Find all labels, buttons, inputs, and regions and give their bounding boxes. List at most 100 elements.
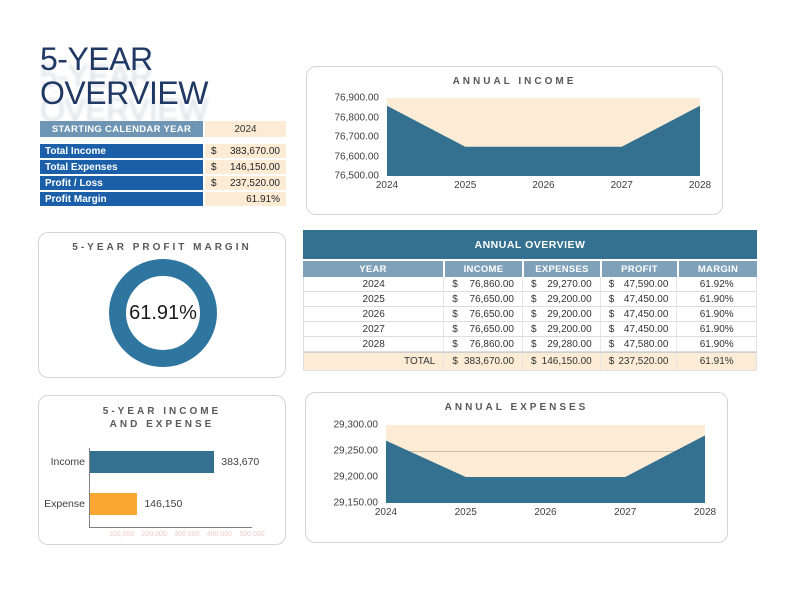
- year-cell: 2027: [362, 323, 385, 335]
- y-axis-tick-label: 29,300.00: [333, 419, 379, 431]
- income-expense-title-line2: AND EXPENSE: [109, 419, 215, 430]
- page-title-line2: OVERVIEW: [40, 75, 208, 111]
- annual-overview-header-row: YEAR INCOME EXPENSES PROFIT MARGIN: [303, 261, 757, 277]
- money-cell: $76,860.00: [443, 277, 522, 291]
- money-cell: $76,860.00: [443, 337, 522, 351]
- bar-value-label: 146,150: [144, 498, 183, 510]
- annual-expenses-chart: 29,300.00 29,250.00 29,200.00 29,150.00 202…: [306, 393, 727, 542]
- income-bar: [90, 451, 215, 473]
- money-cell: $47,450.00: [599, 322, 677, 336]
- summary-row: Total Income $383,670.00: [40, 144, 286, 158]
- margin-cell: 61.91%: [676, 353, 756, 370]
- profit-margin-value: 61.91%: [129, 301, 197, 324]
- table-row: 2028 $76,860.00 $29,280.00 $47,580.00 61.90%: [304, 337, 756, 352]
- money-cell: $29,200.00: [521, 307, 600, 321]
- currency-symbol: $: [530, 278, 537, 290]
- x-axis: 2024 2025 2026 2027 2028: [375, 507, 716, 521]
- annual-income-title: ANNUAL INCOME: [452, 76, 577, 87]
- amount: 383,670.00: [463, 356, 515, 367]
- x-axis-tick-label: 2028: [688, 180, 712, 191]
- money-cell: $76,650.00: [443, 307, 522, 321]
- total-label: TOTAL: [404, 356, 436, 367]
- amount: 29,280.00: [547, 338, 592, 350]
- currency-symbol: $: [608, 356, 615, 367]
- page-title-line1: 5-YEAR: [40, 41, 153, 77]
- amount: 47,590.00: [623, 278, 669, 290]
- y-axis-tick-label: 29,250.00: [333, 445, 379, 457]
- summary-row: Profit Margin 61.91%: [40, 192, 286, 206]
- plot-area: [387, 98, 700, 176]
- margin-cell: 61.90%: [676, 322, 756, 336]
- expense-bar: [90, 493, 138, 515]
- bar-axis-tick-label: 200,000: [141, 531, 167, 538]
- amount: 47,450.00: [623, 323, 669, 335]
- currency-symbol: $: [530, 308, 537, 320]
- x-axis-tick-label: 2027: [614, 507, 637, 518]
- currency-symbol: $: [452, 308, 458, 320]
- amount: 29,200.00: [547, 323, 592, 335]
- x-axis-tick-label: 2028: [693, 507, 717, 518]
- bar-axis-tick-label: 300,000: [174, 531, 200, 538]
- table-row: 2026 $76,650.00 $29,200.00 $47,450.00 61.90%: [304, 307, 756, 322]
- x-axis-tick-label: 2026: [534, 507, 557, 518]
- y-axis: 76,900.00 76,800.00 76,700.00 76,600.00 76,5…: [307, 93, 383, 182]
- x-axis-tick-label: 2024: [374, 507, 398, 518]
- year-cell: 2026: [362, 308, 385, 320]
- x-axis-tick-label: 2027: [610, 180, 633, 191]
- money-cell: $29,280.00: [521, 337, 600, 351]
- bar-chart-y-axis-line: [89, 448, 90, 527]
- currency-symbol: $: [211, 145, 217, 157]
- summary-row-amount: 61.91%: [246, 193, 280, 205]
- summary-header-row: STARTING CALENDAR YEAR 2024: [40, 121, 286, 137]
- starting-year-cell[interactable]: 2024: [205, 121, 286, 137]
- y-axis-tick-label: 76,800.00: [334, 112, 380, 123]
- income-expense-card: 5-YEAR INCOME AND EXPENSE Income 383,670 E…: [38, 395, 286, 545]
- table-row: 2025 $76,650.00 $29,200.00 $47,450.00 61.90%: [304, 292, 756, 307]
- bar-axis-tick-label: 400,000: [206, 531, 233, 538]
- y-axis-tick-label: 76,700.00: [334, 131, 380, 143]
- annual-overview-body: 2024 $76,860.00 $29,270.00 $47,590.00 61.92%…: [303, 277, 757, 371]
- amount: 29,200.00: [547, 308, 592, 320]
- money-cell: $383,670.00: [443, 353, 522, 370]
- amount: 76,650.00: [469, 323, 514, 335]
- area-series-svg: [387, 105, 700, 176]
- currency-symbol: $: [452, 323, 458, 335]
- currency-symbol: $: [608, 338, 615, 350]
- income-expense-title: 5-YEAR INCOME AND EXPENSE: [39, 405, 285, 431]
- annual-income-chart: 76,900.00 76,800.00 76,700.00 76,600.00 76,5…: [307, 67, 722, 214]
- plot-area: [386, 425, 705, 503]
- annual-overview-table: ANNUAL OVERVIEW YEAR INCOME EXPENSES PROFIT…: [303, 230, 757, 371]
- annual-income-card: ANNUAL INCOME 76,900.00 76,800.00 76,700.0…: [306, 66, 723, 215]
- expenses-area-series: [386, 435, 705, 503]
- money-cell: $146,150.00: [522, 353, 600, 370]
- page-title: 5-YEAR OVERVIEW: [40, 42, 208, 110]
- bar-row: Expense 146,150: [43, 493, 281, 515]
- bar-category-label: Expense: [44, 498, 85, 510]
- currency-symbol: $: [531, 356, 537, 367]
- table-row: 2024 $76,860.00 $29,270.00 $47,590.00 61.92%: [304, 277, 756, 292]
- bar-value-label: 383,670: [221, 456, 260, 468]
- x-axis: 2024 2025 2026 2027 2028: [376, 180, 711, 194]
- money-cell: $47,580.00: [599, 337, 677, 351]
- profit-margin-donut: 61.91%: [109, 259, 217, 367]
- money-cell: $237,520.00: [599, 353, 677, 370]
- summary-row-value: $383,670.00: [205, 144, 286, 158]
- bar-chart-axis-labels: 100,000 200,000 300,000 400,000 500,000: [89, 531, 265, 541]
- money-cell: $47,590.00: [599, 277, 677, 291]
- summary-row: Total Expenses $146,150.00: [40, 160, 286, 174]
- income-expense-title-line1: 5-YEAR INCOME: [102, 406, 222, 417]
- summary-row-amount: 146,150.00: [229, 161, 280, 173]
- money-cell: $47,450.00: [599, 307, 677, 321]
- year-cell: 2028: [362, 338, 385, 350]
- summary-row-amount: 383,670.00: [229, 145, 280, 157]
- column-header-margin: MARGIN: [677, 261, 757, 277]
- currency-symbol: $: [608, 308, 615, 320]
- bar-chart-x-axis-line: [89, 527, 252, 528]
- summary-row-label: Profit / Loss: [40, 176, 203, 190]
- currency-symbol: $: [530, 323, 537, 335]
- column-header-year: YEAR: [359, 263, 387, 275]
- amount: 47,450.00: [623, 293, 669, 305]
- summary-rows: Total Income $383,670.00 Total Expenses $14…: [40, 144, 286, 206]
- summary-table: STARTING CALENDAR YEAR 2024 Total Income…: [40, 121, 286, 208]
